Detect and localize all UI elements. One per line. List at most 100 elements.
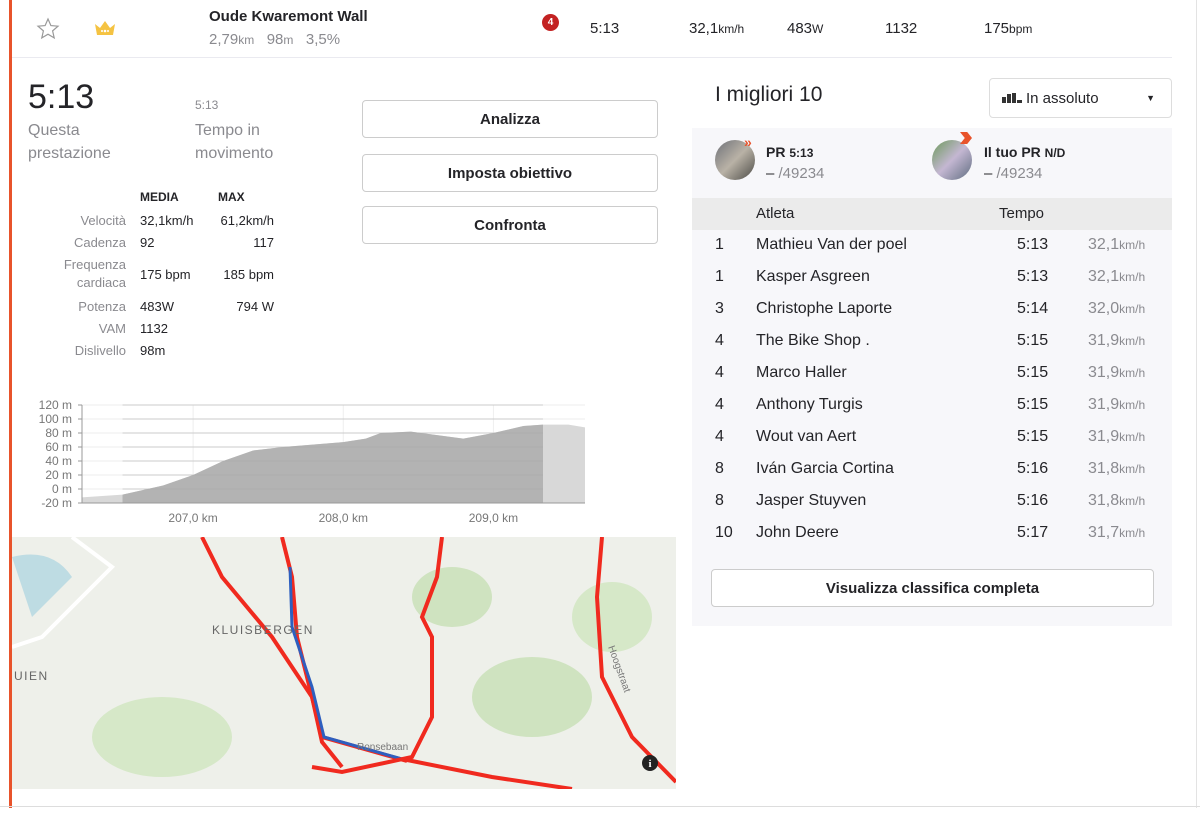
pr-label: PR 5:13 xyxy=(766,144,813,160)
y-tick-label: 120 m xyxy=(39,398,72,412)
athlete-name[interactable]: The Bike Shop . xyxy=(756,332,870,349)
speed: 31,9km/h xyxy=(1088,428,1145,446)
leaderboard-row[interactable]: 10 John Deere 5:17 31,7km/h xyxy=(692,518,1172,550)
rank: 4 xyxy=(715,332,724,349)
rank: – xyxy=(766,165,775,182)
map-label: UIEN xyxy=(14,669,49,683)
leaderboard-row[interactable]: 4 Anthony Turgis 5:15 31,9km/h xyxy=(692,390,1172,422)
rank: 8 xyxy=(715,460,724,477)
speed: 31,7km/h xyxy=(1088,524,1145,542)
pr-avatar xyxy=(715,140,755,180)
athlete-name[interactable]: Anthony Turgis xyxy=(756,396,863,413)
time: 5:16 xyxy=(1017,492,1049,509)
stat-avg: 483W xyxy=(140,298,174,314)
time: 5:16 xyxy=(1017,460,1049,477)
segment-hr: 175bpm xyxy=(984,20,1032,37)
athlete-name[interactable]: Jasper Stuyven xyxy=(756,492,867,509)
leaderboard-row[interactable]: 1 Kasper Asgreen 5:13 32,1km/h xyxy=(692,262,1172,294)
analyze-button[interactable]: Analizza xyxy=(362,100,658,138)
stat-label: VAM xyxy=(98,320,126,336)
stat-max: 185 bpm xyxy=(223,266,274,282)
speed: 31,9km/h xyxy=(1088,396,1145,414)
leaderboard-panel: » PR 5:13 – /49234 Il tuo PR N/D – /4923… xyxy=(692,128,1172,626)
rank: 4 xyxy=(715,428,724,445)
speed-value: 32,1 xyxy=(689,20,719,37)
compare-button[interactable]: Confronta xyxy=(362,206,658,244)
rank: 4 xyxy=(715,396,724,413)
unit: km/h xyxy=(1119,302,1146,316)
total: /49234 xyxy=(778,165,825,182)
leaderboard-row[interactable]: 3 Christophe Laporte 5:14 32,0km/h xyxy=(692,294,1172,326)
segment-time: 5:13 xyxy=(590,20,620,37)
unit: km/h xyxy=(718,22,745,36)
x-tick-label: 209,0 km xyxy=(469,511,518,525)
stat-avg: 175 bpm xyxy=(140,266,191,282)
stats-row: Potenza 483W 794 W xyxy=(12,295,274,317)
athlete-name[interactable]: John Deere xyxy=(756,524,839,541)
speed-value: 32,0 xyxy=(1088,300,1120,317)
stat-max: 117 xyxy=(253,234,274,250)
leaderboard-row[interactable]: 4 Wout van Aert 5:15 31,9km/h xyxy=(692,422,1172,454)
col-time: Tempo xyxy=(999,205,1045,222)
your-pr-value: N/D xyxy=(1044,146,1066,160)
filter-value: In assoluto xyxy=(1026,89,1099,107)
time: 5:15 xyxy=(1017,364,1049,381)
time: 5:13 xyxy=(1017,268,1049,285)
route-map[interactable]: KLUISBERGEN UIEN Ronsebaan Hoogstraat i xyxy=(12,537,676,789)
svg-text:i: i xyxy=(648,758,651,770)
segment-speed: 32,1km/h xyxy=(689,20,744,37)
athlete-name[interactable]: Mathieu Van der poel xyxy=(756,236,907,253)
leaderboard-row[interactable]: 4 Marco Haller 5:15 31,9km/h xyxy=(692,358,1172,390)
unit: km/h xyxy=(1119,238,1146,252)
leaderboard-row[interactable]: 1 Mathieu Van der poel 5:13 32,1km/h xyxy=(692,230,1172,262)
total: /49234 xyxy=(996,165,1043,182)
y-tick-label: 80 m xyxy=(45,426,72,440)
segment-elevation-area xyxy=(122,424,543,503)
stats-row: Cadenza 92 117 xyxy=(12,231,274,253)
speed: 31,9km/h xyxy=(1088,332,1145,350)
effort-time: 5:13 xyxy=(28,78,95,116)
stat-avg: 92 xyxy=(140,234,155,250)
leaderboard-filter-dropdown[interactable]: In assoluto ▼ xyxy=(989,78,1172,118)
athlete-name[interactable]: Iván Garcia Cortina xyxy=(756,460,894,477)
time: 5:13 xyxy=(1017,236,1049,253)
stats-row: VAM 1132 xyxy=(12,317,274,339)
stat-max xyxy=(218,339,274,361)
leaderboard-row[interactable]: 8 Jasper Stuyven 5:16 31,8km/h xyxy=(692,486,1172,518)
speed-value: 31,8 xyxy=(1088,460,1120,477)
athlete-name[interactable]: Marco Haller xyxy=(756,364,847,381)
info-icon[interactable]: i xyxy=(642,755,658,771)
y-tick-label: 40 m xyxy=(45,454,72,468)
segment-power: 483W xyxy=(787,20,823,37)
rank: 1 xyxy=(715,268,724,285)
y-tick-label: 0 m xyxy=(52,482,72,496)
hr-value: 175 xyxy=(984,20,1010,37)
your-pr-avatar xyxy=(932,140,972,180)
leaderboard-row[interactable]: 8 Iván Garcia Cortina 5:16 31,8km/h xyxy=(692,454,1172,486)
speed-value: 31,9 xyxy=(1088,428,1120,445)
y-tick-label: 100 m xyxy=(39,412,72,426)
selected-indicator xyxy=(9,0,12,808)
speed-value: 31,9 xyxy=(1088,396,1120,413)
athlete-name[interactable]: Kasper Asgreen xyxy=(756,268,870,285)
set-goal-button[interactable]: Imposta obiettivo xyxy=(362,154,658,192)
moving-time-label: Tempo in movimento xyxy=(195,122,274,162)
segment-name[interactable]: Oude Kwaremont Wall xyxy=(209,8,368,25)
time: 5:15 xyxy=(1017,396,1049,413)
stats-table: MEDIA MAX Velocità 32,1km/h 61,2km/h Cadenz… xyxy=(12,185,274,361)
bar-chart-icon xyxy=(1002,93,1022,103)
segment-header-row[interactable]: Oude Kwaremont Wall 2,79km 98m 3,5% 4 5:… xyxy=(12,0,1172,58)
star-icon[interactable] xyxy=(36,17,60,41)
stat-label: Dislivello xyxy=(74,342,126,358)
athlete-name[interactable]: Christophe Laporte xyxy=(756,300,893,317)
your-pr-chevron-icon xyxy=(960,132,972,144)
leaderboard-row[interactable]: 4 The Bike Shop . 5:15 31,9km/h xyxy=(692,326,1172,358)
moving-time: 5:13 xyxy=(195,98,219,112)
view-full-leaderboard-button[interactable]: Visualizza classifica completa xyxy=(711,569,1154,607)
speed-value: 31,7 xyxy=(1088,524,1120,541)
athlete-name[interactable]: Wout van Aert xyxy=(756,428,857,445)
col-avg: MEDIA xyxy=(140,190,179,204)
divider xyxy=(1196,0,1197,808)
rank: – xyxy=(984,165,993,182)
